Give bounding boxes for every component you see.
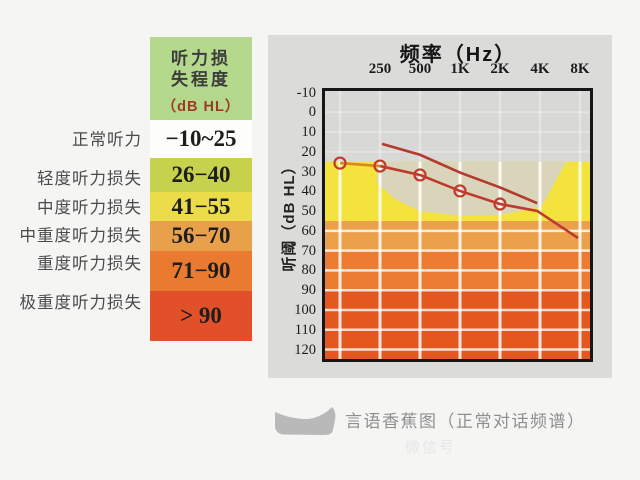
data-point-circle bbox=[333, 156, 347, 170]
y-tick-label: 50 bbox=[301, 203, 317, 220]
y-tick-label: 10 bbox=[301, 124, 317, 141]
y-tick-label: 100 bbox=[294, 301, 316, 318]
audiogram-panel: 频率（Hz） 听阈（dB HL） 250 500 1K 2K 4K 8K -10 0 10 20 3… bbox=[268, 35, 612, 378]
severity-label-normal: 正常听力 bbox=[72, 131, 142, 149]
severity-table: 听力损 失程度 （dB HL） −10~25 26−40 41−55 56−70… bbox=[150, 37, 252, 341]
freq-tick-label: 1K bbox=[450, 61, 470, 77]
band-normal bbox=[322, 88, 593, 162]
plot-frame bbox=[322, 88, 593, 362]
chart-title: 频率（Hz） bbox=[399, 44, 517, 66]
upper-curve bbox=[381, 142, 538, 205]
y-tick-label: 90 bbox=[301, 282, 317, 299]
y-tick-label: 60 bbox=[301, 222, 317, 239]
speech-banana-swatch-icon bbox=[275, 407, 336, 435]
y-tick-label: 30 bbox=[301, 163, 317, 180]
freq-tick-label: 2K bbox=[490, 61, 510, 77]
y-tick-label: 70 bbox=[301, 242, 317, 259]
severity-label-profound: 极重度听力损失 bbox=[19, 294, 142, 312]
freq-tick-label: 250 bbox=[368, 61, 392, 77]
y-tick-label: 0 bbox=[308, 104, 316, 121]
header-title-line2: 失程度 bbox=[171, 70, 231, 89]
severity-table-header: 听力损 失程度 （dB HL） bbox=[150, 37, 252, 120]
header-title-line1: 听力损 bbox=[171, 49, 231, 68]
severity-range-severe: 71−90 bbox=[150, 251, 252, 291]
data-point-circle bbox=[373, 159, 387, 173]
y-tick-label: 120 bbox=[294, 341, 316, 358]
speech-banana-legend-label: 言语香蕉图（正常对话频谱） bbox=[345, 412, 586, 431]
data-point-circle bbox=[453, 184, 467, 198]
y-tick-label: 110 bbox=[294, 321, 316, 338]
freq-tick-label: 8K bbox=[570, 61, 590, 77]
watermark: 微信号 bbox=[405, 439, 457, 456]
data-point-circle bbox=[413, 168, 427, 182]
severity-range-mild: 26−40 bbox=[150, 158, 252, 192]
severity-label-mild: 轻度听力损失 bbox=[37, 170, 142, 188]
y-tick-label: 20 bbox=[301, 143, 317, 160]
freq-tick-label: 500 bbox=[408, 61, 432, 77]
band-profound bbox=[322, 290, 593, 362]
audiogram-plot bbox=[322, 88, 593, 362]
threshold-curve-circles bbox=[379, 164, 579, 240]
header-unit: （dB HL） bbox=[161, 99, 241, 115]
severity-label-moderate: 中度听力损失 bbox=[37, 199, 142, 217]
severity-label-mod-severe: 中重度听力损失 bbox=[19, 227, 142, 245]
y-tick-label: 40 bbox=[301, 183, 317, 200]
severity-range-mod-severe: 56−70 bbox=[150, 221, 252, 251]
severity-range-profound: > 90 bbox=[150, 291, 252, 341]
severity-range-normal: −10~25 bbox=[150, 120, 252, 158]
y-tick-label: -10 bbox=[296, 84, 316, 101]
freq-tick-label: 4K bbox=[530, 61, 550, 77]
data-point-circle bbox=[493, 197, 507, 211]
threshold-curve-circles-segment bbox=[339, 161, 381, 168]
y-tick-label: 80 bbox=[301, 262, 317, 279]
severity-label-severe: 重度听力损失 bbox=[37, 255, 142, 273]
severity-range-moderate: 41−55 bbox=[150, 192, 252, 221]
band-moderately-severe bbox=[322, 221, 593, 251]
